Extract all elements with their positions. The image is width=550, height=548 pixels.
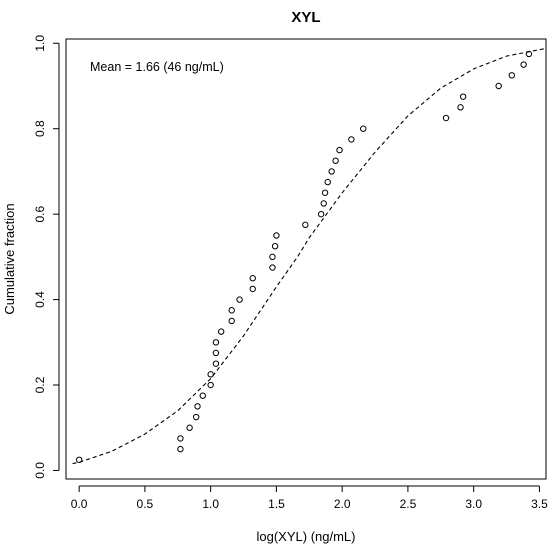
data-point (495, 82, 502, 90)
plot-area (65, 38, 547, 480)
data-point (249, 275, 256, 282)
data-point (212, 349, 220, 357)
data-point (360, 125, 367, 132)
data-point (207, 371, 214, 378)
data-point (228, 317, 235, 325)
data-point (336, 146, 343, 154)
x-tick-label: 3.0 (465, 497, 482, 511)
y-tick-label: 0.6 (33, 205, 47, 222)
data-point (192, 413, 200, 421)
x-tick-label: 1.5 (268, 497, 285, 511)
data-point (271, 242, 279, 250)
data-point (324, 178, 331, 186)
mean-annotation: Mean = 1.66 (46 ng/mL) (90, 60, 224, 74)
fit-curve (72, 47, 547, 465)
x-tick-label: 2.5 (400, 497, 417, 511)
data-point (321, 189, 329, 196)
x-tick-label: 1.0 (202, 497, 219, 511)
data-point (348, 136, 355, 143)
data-point (520, 61, 527, 68)
data-point (459, 93, 467, 100)
data-point (320, 200, 327, 207)
data-point (217, 328, 225, 335)
y-tick-label: 0.0 (33, 462, 47, 479)
data-point (75, 456, 83, 463)
y-tick-label: 0.8 (33, 120, 47, 137)
data-point (249, 285, 256, 293)
x-tick-label: 0.5 (137, 497, 154, 511)
data-point (186, 424, 193, 431)
data-point (177, 435, 184, 442)
x-tick-label: 0.0 (71, 497, 88, 511)
data-point (457, 104, 464, 111)
data-point (228, 307, 235, 314)
data-point (302, 221, 309, 229)
data-point (317, 210, 325, 218)
data-point (508, 72, 516, 79)
data-point (212, 360, 220, 367)
x-tick-label: 2.0 (334, 497, 351, 511)
data-point (207, 381, 214, 389)
data-point (269, 264, 276, 271)
x-axis-label: log(XYL) (ng/mL) (257, 529, 356, 544)
data-point (332, 157, 339, 164)
y-tick-label: 0.4 (33, 291, 47, 308)
data-point (177, 445, 184, 453)
axes: 0.0 0.5 1.0 1.5 2.0 2.5 3.0 3.5 0.0 0.2 0.4 0.6 0.8 1… (33, 35, 548, 511)
data-point (199, 392, 206, 399)
data-point (194, 403, 201, 410)
chart-title: XYL (291, 9, 320, 26)
data-point (269, 253, 276, 261)
data-point (273, 232, 280, 239)
y-tick-label: 0.2 (33, 376, 47, 393)
y-tick-label: 1.0 (33, 35, 47, 52)
data-point (236, 296, 243, 303)
data-point (328, 168, 335, 175)
points-layer (75, 50, 533, 463)
y-axis-label: Cumulative fraction (2, 203, 17, 314)
data-point (525, 50, 533, 58)
x-tick-label: 3.5 (531, 497, 548, 511)
data-point (212, 339, 220, 346)
fit-curve-layer (72, 47, 547, 465)
data-point (442, 114, 450, 122)
